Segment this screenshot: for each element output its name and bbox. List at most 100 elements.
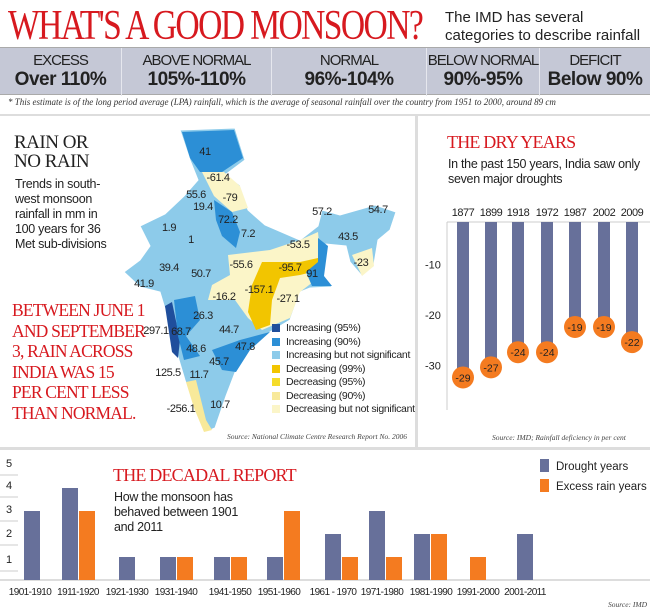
callout-text: BETWEEN JUNE 1 AND SEPTEMBER 3, RAIN ACR… [12, 300, 146, 423]
decadal-title: THE DECADAL REPORT [113, 465, 297, 485]
dry-years-source: Source: IMD; Rainfall deficiency in per … [492, 433, 626, 442]
y-tick-label: 1 [6, 554, 12, 566]
map-heading-line1: RAIN OR [14, 132, 89, 153]
bar-drought [119, 557, 135, 580]
x-tick-label: 1911-1920 [57, 587, 100, 598]
data-label: -29 [455, 372, 470, 384]
map-value-label: -256.1 [166, 403, 196, 415]
map-value-label: 7.2 [240, 228, 256, 240]
data-label-circle [507, 341, 529, 364]
bar-excess [284, 511, 300, 580]
legend-swatch [272, 324, 280, 332]
map-value-label: 54.7 [368, 204, 388, 216]
map-value-label: -53.5 [286, 239, 310, 251]
x-tick-label: 1961 - 1970 [310, 587, 358, 598]
legend-item-excess: Excess rain years [540, 477, 647, 497]
data-label-circle [452, 366, 474, 389]
legend-label: Decreasing (90%) [286, 389, 366, 402]
bar-excess [386, 557, 402, 580]
legend-item: Decreasing (90%) [272, 389, 366, 402]
x-tick-label: 2009 [621, 207, 644, 219]
legend-label: Drought years [556, 461, 629, 473]
category-name: ABOVE NORMAL [142, 52, 251, 69]
bar [541, 222, 553, 344]
map-heading: RAIN OR NO RAIN [14, 132, 90, 171]
map-value-label: 39.4 [159, 262, 179, 274]
map-value-label: 50.7 [191, 268, 211, 280]
category-normal: NORMAL 96%-104% [272, 48, 427, 96]
region-decreasing-99 [248, 258, 320, 330]
map-value-label: 72.2 [218, 214, 238, 226]
legend-swatch [540, 479, 549, 492]
dry-years-subtitle: In the past 150 years, India saw only se… [448, 157, 640, 186]
x-tick-label: 1991-2000 [457, 587, 500, 598]
legend-label: Decreasing but not significant [286, 403, 415, 415]
map-value-label: 19.4 [193, 201, 213, 213]
map-value-label: 43.5 [338, 231, 358, 243]
bar-excess [79, 511, 95, 580]
bar [457, 222, 469, 369]
map-value-label: -79 [222, 192, 238, 204]
data-label-circle [564, 315, 586, 338]
map-value-label: 11.7 [189, 369, 209, 381]
bar-drought [369, 511, 385, 580]
legend-swatch [272, 405, 280, 413]
region-increasing-90-andhra [212, 332, 270, 372]
map-value-label: 55.6 [186, 189, 206, 201]
region-increasing-95-coast [165, 302, 180, 358]
legend-item: Decreasing (95%) [272, 376, 366, 388]
legend-label: Increasing (90%) [286, 335, 361, 348]
bar-drought [267, 557, 283, 580]
category-range: 105%-110% [147, 69, 246, 90]
x-tick-label: 1899 [480, 207, 503, 219]
bar [485, 222, 497, 359]
decadal-subtitle: How the monsoon has behaved between 1901… [114, 490, 238, 534]
category-name: DEFICIT [569, 52, 621, 69]
x-tick-label: 1971-1980 [361, 587, 404, 598]
divider [415, 116, 418, 448]
map-value-label: 125.5 [155, 367, 181, 379]
decadal-legend: Drought years Excess rain years [540, 457, 647, 497]
data-label-circle [621, 331, 643, 354]
map-value-label: -16.2 [212, 291, 236, 303]
map-value-label: -55.6 [229, 259, 253, 271]
region-decreasing-northeast [352, 248, 374, 276]
category-range: 90%-95% [443, 69, 523, 90]
bar-excess [231, 557, 247, 580]
category-bar: EXCESS Over 110% ABOVE NORMAL 105%-110% NO… [0, 47, 650, 96]
y-tick-label: 2 [6, 528, 12, 540]
bar-drought [325, 534, 341, 580]
category-deficit: DEFICIT Below 90% [540, 48, 650, 96]
x-tick-label: 1951-1960 [258, 587, 301, 598]
x-tick-label: 1901-1910 [9, 587, 52, 598]
map-value-label: -95.7 [278, 262, 302, 274]
bar-excess [342, 557, 358, 580]
dry-years-title: THE DRY YEARS [447, 132, 576, 152]
data-label: -24 [510, 347, 525, 359]
map-value-label: 41 [199, 146, 211, 158]
bar-drought [24, 511, 40, 580]
map-value-label: 297.1 [143, 325, 169, 337]
bar [598, 222, 610, 318]
legend-swatch [272, 364, 280, 373]
category-above-normal: ABOVE NORMAL 105%-110% [122, 48, 272, 96]
bar-excess [431, 534, 447, 580]
data-label: -22 [624, 337, 639, 349]
category-below-normal: BELOW NORMAL 90%-95% [427, 48, 540, 96]
decadal-source: Source: IMD [608, 600, 648, 609]
page-title: WHAT'S A GOOD MONSOON? [8, 3, 424, 49]
map-value-label: 47.8 [235, 341, 255, 353]
map-value-label: 68.7 [171, 326, 191, 338]
dry-years-chart: -10 -20 -30 1877 -29 1899 -27 1918 -24 1972 -24 198… [425, 207, 650, 410]
category-name: EXCESS [33, 52, 89, 69]
x-tick-label: 1921-1930 [106, 587, 149, 598]
map-value-label: 41.9 [134, 278, 154, 290]
legend-swatch [540, 459, 549, 472]
map-value-label: 10.7 [210, 399, 230, 411]
legend-label: Decreasing (99%) [286, 362, 366, 375]
x-tick-label: 1931-1940 [155, 587, 198, 598]
region-decreasing-kerala [186, 380, 212, 432]
bar [512, 222, 524, 344]
map-value-label: -23 [353, 257, 369, 269]
y-tick-label: -20 [425, 310, 441, 322]
